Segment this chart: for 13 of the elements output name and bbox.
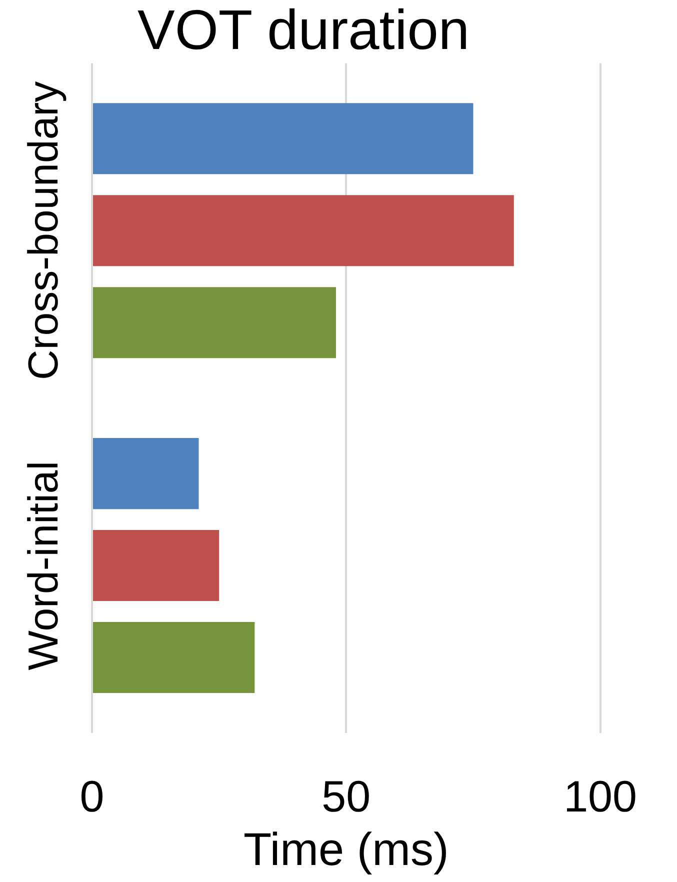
bar <box>93 195 514 266</box>
x-tick-label: 50 <box>322 772 371 822</box>
x-tick-label: 0 <box>80 772 104 822</box>
bar <box>93 287 336 358</box>
x-tick-label: 100 <box>564 772 638 822</box>
y-tick-label: Cross-boundary <box>20 81 67 380</box>
x-axis-title: Time (ms) <box>244 823 449 876</box>
bar <box>93 530 220 602</box>
y-tick-label: Word-initial <box>20 460 67 670</box>
bar <box>93 438 199 510</box>
bar <box>93 622 255 694</box>
bar <box>93 103 474 174</box>
chart-title: VOT duration <box>137 0 470 62</box>
